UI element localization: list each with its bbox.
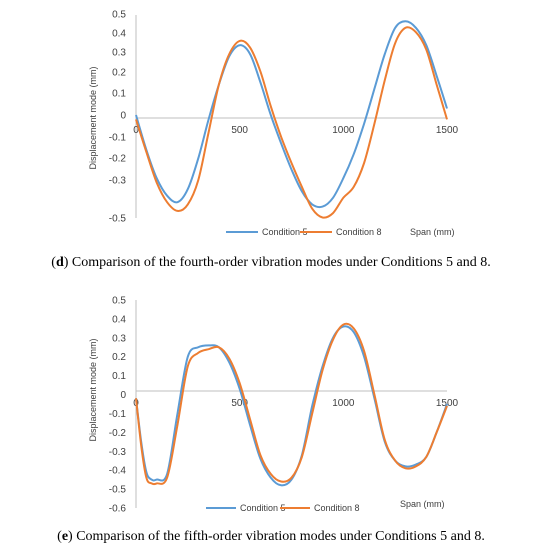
- chart-d-caption-letter: d: [56, 255, 64, 270]
- chart-d-x-tick-label: 500: [231, 125, 248, 136]
- chart-e-legend-condition-8: Condition 8: [314, 503, 360, 513]
- chart-d-x-tick-label: 0: [133, 125, 139, 136]
- chart-e-y-tick-label: -0.6: [109, 504, 127, 515]
- chart-e-y-tick-label: -0.1: [109, 409, 127, 420]
- chart-e-caption-text: ) Comparison of the fifth-order vibratio…: [68, 529, 485, 544]
- chart-e-series-condition-8-line: [135, 322, 448, 486]
- chart-e-y-tick-label: -0.5: [109, 485, 127, 496]
- chart-d-y-tick-label: -0.3: [109, 176, 127, 187]
- chart-d-legend: Condition 5 Condition 8: [226, 227, 382, 237]
- chart-e-legend: Condition 5 Condition 8: [206, 503, 360, 513]
- chart-e-y-axis-label: Displacement mode (mm): [88, 338, 98, 441]
- chart-e-y-tick-label: 0.3: [112, 333, 126, 344]
- chart-d-caption-text: ) Comparison of the fourth-order vibrati…: [64, 255, 491, 270]
- chart-e-y-tick-label: 0: [120, 390, 126, 401]
- chart-e-y-tick-label: 0.4: [112, 314, 126, 325]
- chart-e-y-tick-label: -0.3: [109, 447, 127, 458]
- chart-e-x-tick-label: 500: [231, 398, 248, 409]
- chart-d-legend-condition-8: Condition 8: [336, 227, 382, 237]
- chart-d-series-condition-5-line: [135, 20, 448, 209]
- chart-d-y-tick-label: 0: [120, 111, 126, 122]
- chart-e-y-tick-label: 0.2: [112, 352, 126, 363]
- chart-d-y-tick-label: 0.1: [112, 89, 126, 100]
- chart-e-caption: (e) Comparison of the fifth-order vibrat…: [57, 529, 485, 544]
- chart-d-caption: (d) Comparison of the fourth-order vibra…: [51, 255, 490, 270]
- chart-d-x-tick-label: 1500: [436, 125, 459, 136]
- chart-e-x-axis-label: Span (mm): [400, 499, 445, 509]
- chart-e-y-tick-label: 0.5: [112, 296, 126, 307]
- chart-e: 0.5 0.4 0.3 0.2 0.1 0 -0.1 -0.2 -0.3 -0.4 -0.5 -0.6…: [57, 296, 485, 545]
- chart-e-x-tick-label: 1500: [436, 398, 459, 409]
- chart-d: 0.5 0.4 0.3 0.2 0.1 0 -0.1 -0.2 -0.3 -0.5 0 500 100…: [51, 10, 490, 271]
- chart-e-x-tick-label: 1000: [332, 398, 355, 409]
- chart-d-y-tick-label: 0.2: [112, 68, 126, 79]
- chart-e-y-tick-label: -0.2: [109, 428, 127, 439]
- chart-e-series-condition-5-line: [135, 325, 448, 487]
- chart-d-y-axis-label: Displacement mode (mm): [88, 66, 98, 169]
- chart-e-y-tick-label: -0.4: [109, 466, 127, 477]
- chart-e-caption-letter: e: [62, 529, 68, 544]
- chart-e-y-tick-label: 0.1: [112, 371, 126, 382]
- chart-d-x-axis-label: Span (mm): [410, 227, 455, 237]
- chart-d-y-tick-label: -0.5: [109, 214, 127, 225]
- chart-d-y-tick-label: 0.4: [112, 29, 126, 40]
- chart-d-x-tick-label: 1000: [332, 125, 355, 136]
- chart-d-series-condition-8-line: [135, 26, 448, 219]
- chart-d-y-tick-label: -0.1: [109, 133, 127, 144]
- chart-d-y-tick-label: 0.3: [112, 48, 126, 59]
- chart-d-legend-condition-5: Condition 5: [262, 227, 308, 237]
- chart-e-legend-condition-5: Condition 5: [240, 503, 286, 513]
- chart-d-y-tick-label: -0.2: [109, 154, 127, 165]
- chart-d-y-tick-label: 0.5: [112, 10, 126, 21]
